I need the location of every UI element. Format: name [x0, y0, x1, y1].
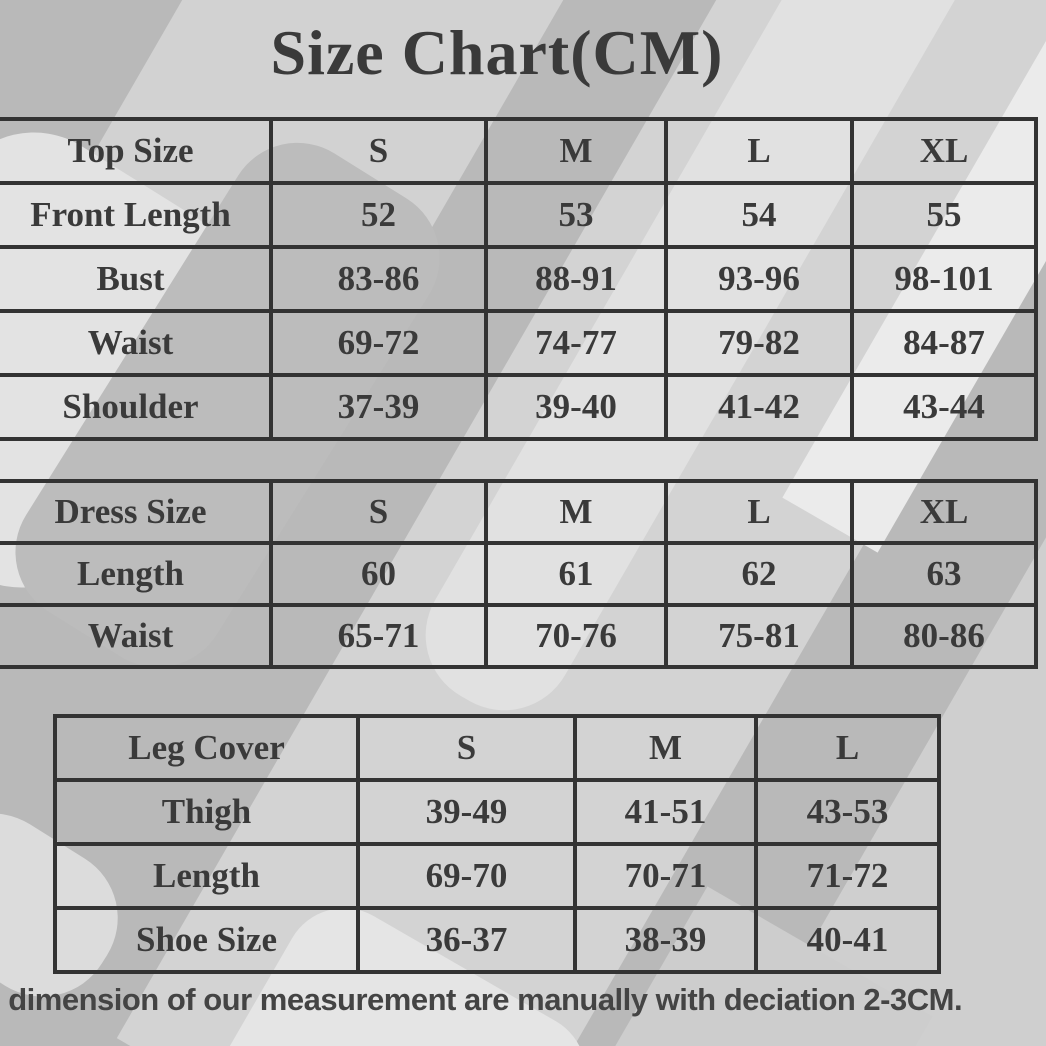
- column-header-cell: Leg Cover: [53, 714, 360, 782]
- table-cell: 40-41: [754, 906, 941, 974]
- table-cell: 70-71: [573, 842, 758, 910]
- table-cell: 71-72: [754, 842, 941, 910]
- table-cell: 75-81: [664, 603, 854, 669]
- column-header-cell: M: [484, 479, 668, 545]
- table-row: Length 60 61 62 63: [0, 541, 1038, 607]
- column-header-cell: Top Size: [0, 117, 273, 185]
- row-label-cell: Length: [0, 541, 273, 607]
- table-cell: 83-86: [269, 245, 488, 313]
- column-header-cell: L: [664, 479, 854, 545]
- page-title: Size Chart(CM): [270, 17, 724, 88]
- table-cell: 41-42: [664, 373, 854, 441]
- table-cell: 36-37: [356, 906, 577, 974]
- table-cell: 39-49: [356, 778, 577, 846]
- table-cell: 37-39: [269, 373, 488, 441]
- row-label-cell: Front Length: [0, 181, 273, 249]
- table-row: Waist 69-72 74-77 79-82 84-87: [0, 309, 1038, 377]
- dress-size-table: Dress Size S M L XL Length 60 61 62 63 Waist 65-71 7…: [0, 479, 1038, 669]
- leg-cover-table: Leg Cover S M L Thigh 39-49 41-51 43-53 Length 69…: [53, 714, 941, 974]
- measurement-note: All dimension of our measurement are man…: [0, 982, 963, 1017]
- column-header-cell: S: [269, 479, 488, 545]
- table-cell: 69-72: [269, 309, 488, 377]
- row-label-cell: Waist: [0, 603, 273, 669]
- table-cell: 98-101: [850, 245, 1038, 313]
- table-cell: 43-53: [754, 778, 941, 846]
- table-cell: 69-70: [356, 842, 577, 910]
- table-row: Bust 83-86 88-91 93-96 98-101: [0, 245, 1038, 313]
- row-label-cell: Shoe Size: [53, 906, 360, 974]
- table-cell: 43-44: [850, 373, 1038, 441]
- column-header-cell: XL: [850, 117, 1038, 185]
- table-cell: 53: [484, 181, 668, 249]
- row-label-cell: Length: [53, 842, 360, 910]
- top-size-grid: Top Size S M L XL Front Length 52 53 54 55 Bust 83-…: [0, 117, 1038, 441]
- header-row: Dress Size S M L XL: [0, 479, 1038, 545]
- top-size-table: Top Size S M L XL Front Length 52 53 54 55 Bust 83-…: [0, 117, 1038, 441]
- table-cell: 52: [269, 181, 488, 249]
- column-header-cell: XL: [850, 479, 1038, 545]
- dress-size-grid: Dress Size S M L XL Length 60 61 62 63 Waist 65-71 7…: [0, 479, 1038, 669]
- table-cell: 93-96: [664, 245, 854, 313]
- table-cell: 74-77: [484, 309, 668, 377]
- table-cell: 88-91: [484, 245, 668, 313]
- leg-cover-grid: Leg Cover S M L Thigh 39-49 41-51 43-53 Length 69…: [53, 714, 941, 974]
- table-row: Shoulder 37-39 39-40 41-42 43-44: [0, 373, 1038, 441]
- header-row: Leg Cover S M L: [53, 714, 941, 782]
- table-row: Waist 65-71 70-76 75-81 80-86: [0, 603, 1038, 669]
- table-row: Length 69-70 70-71 71-72: [53, 842, 941, 910]
- column-header-cell: Dress Size: [0, 479, 273, 545]
- table-row: Shoe Size 36-37 38-39 40-41: [53, 906, 941, 974]
- table-cell: 63: [850, 541, 1038, 607]
- table-cell: 84-87: [850, 309, 1038, 377]
- table-cell: 80-86: [850, 603, 1038, 669]
- table-cell: 60: [269, 541, 488, 607]
- column-header-cell: M: [484, 117, 668, 185]
- table-cell: 38-39: [573, 906, 758, 974]
- row-label-cell: Bust: [0, 245, 273, 313]
- table-cell: 61: [484, 541, 668, 607]
- header-row: Top Size S M L XL: [0, 117, 1038, 185]
- table-cell: 65-71: [269, 603, 488, 669]
- table-cell: 62: [664, 541, 854, 607]
- table-row: Front Length 52 53 54 55: [0, 181, 1038, 249]
- column-header-cell: M: [573, 714, 758, 782]
- column-header-cell: S: [269, 117, 488, 185]
- table-cell: 54: [664, 181, 854, 249]
- table-cell: 55: [850, 181, 1038, 249]
- table-cell: 79-82: [664, 309, 854, 377]
- row-label-cell: Shoulder: [0, 373, 273, 441]
- table-row: Thigh 39-49 41-51 43-53: [53, 778, 941, 846]
- row-label-cell: Waist: [0, 309, 273, 377]
- column-header-cell: L: [754, 714, 941, 782]
- column-header-cell: S: [356, 714, 577, 782]
- table-cell: 70-76: [484, 603, 668, 669]
- table-cell: 39-40: [484, 373, 668, 441]
- table-cell: 41-51: [573, 778, 758, 846]
- row-label-cell: Thigh: [53, 778, 360, 846]
- column-header-cell: L: [664, 117, 854, 185]
